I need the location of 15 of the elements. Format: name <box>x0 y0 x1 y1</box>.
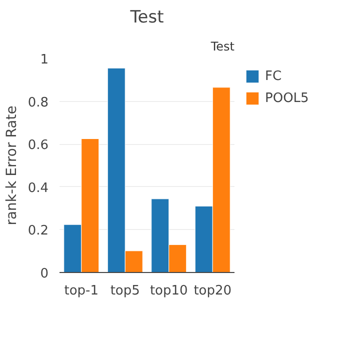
legend-label: POOL5 <box>265 90 309 106</box>
text: Test <box>210 40 235 54</box>
x-tick-label: top20 <box>194 284 232 298</box>
x-tick-label: top5 <box>110 284 140 298</box>
y-tick-label: 0.2 <box>28 224 49 239</box>
x-tick-label: top10 <box>150 284 188 298</box>
x-tick-label: top-1 <box>64 284 99 298</box>
legend-label: FC <box>265 68 283 84</box>
y-tick-label: 0 <box>40 266 49 282</box>
y-tick-label: 1 <box>40 52 49 68</box>
y-tick-label: 0.4 <box>28 180 49 196</box>
y-tick-label: 0.6 <box>28 138 49 154</box>
y-axis-title: rank-k Error Rate <box>4 106 20 226</box>
y-tick-label: 0.8 <box>28 95 49 110</box>
chart-title: Test <box>129 8 164 28</box>
